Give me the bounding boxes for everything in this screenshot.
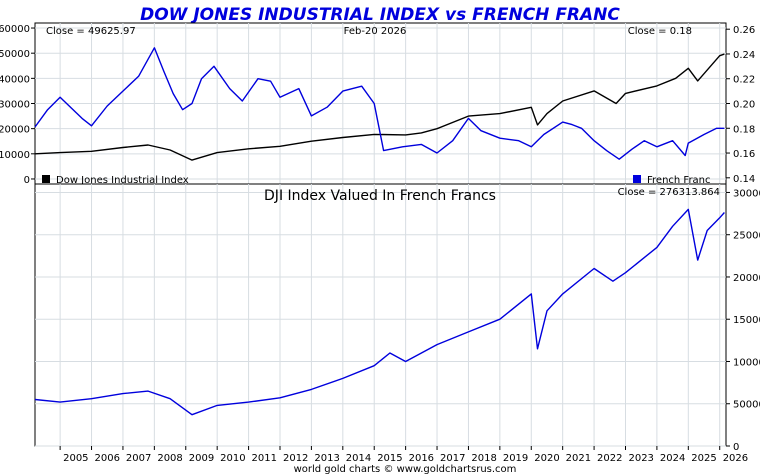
y-left-tick-label: 60000 bbox=[0, 24, 30, 35]
x-tick-label: 2026 bbox=[723, 453, 748, 464]
x-tick-label: 2015 bbox=[377, 453, 402, 464]
y-right-tick-label: 300000 bbox=[733, 188, 760, 199]
x-tick-label: 2005 bbox=[63, 453, 88, 464]
y-right-tick-label: 0.16 bbox=[733, 149, 755, 160]
x-tick-label: 2019 bbox=[503, 453, 528, 464]
x-axis: 2005 2006 2007 2008 2009 2010 2011 2012 2013 2014… bbox=[59, 446, 748, 464]
x-tick-label: 2023 bbox=[628, 453, 653, 464]
bottom-panel: 0 50000 100000 150000 200000 250000 300000 DJI… bbox=[34, 183, 760, 453]
x-tick-label: 2013 bbox=[314, 453, 339, 464]
close-dji-label: Close = 49625.97 bbox=[46, 26, 136, 37]
y-left-tick-label: 30000 bbox=[0, 100, 30, 111]
footer-credit: world gold charts © www.goldchartsrus.co… bbox=[294, 464, 517, 475]
close-dji-franc-label: Close = 276313.864 bbox=[618, 187, 720, 198]
y-right-tick-label: 0.18 bbox=[733, 124, 755, 135]
y-right-tick-label: 250000 bbox=[733, 231, 760, 242]
y-right-tick-label: 150000 bbox=[733, 315, 760, 326]
y-right-tick-label: 200000 bbox=[733, 273, 760, 284]
y-left-tick-label: 10000 bbox=[0, 150, 30, 161]
x-tick-label: 2024 bbox=[660, 453, 685, 464]
dji-series-line bbox=[34, 53, 725, 161]
legend-swatch-dji bbox=[42, 175, 50, 183]
x-tick-label: 2016 bbox=[409, 453, 434, 464]
legend-label-dji: Dow Jones Industrial Index bbox=[56, 175, 189, 186]
date-label: Feb-20 2026 bbox=[344, 26, 407, 37]
top-left-axis: 0 10000 20000 30000 40000 50000 60000 bbox=[0, 24, 35, 186]
y-right-tick-label: 0.24 bbox=[733, 50, 755, 61]
bottom-panel-frame bbox=[34, 183, 727, 447]
y-right-tick-label: 0.26 bbox=[733, 25, 755, 36]
top-grid bbox=[35, 23, 726, 184]
bottom-chart-title: DJI Index Valued In French Francs bbox=[264, 188, 496, 204]
y-right-tick-label: 50000 bbox=[733, 400, 760, 411]
x-tick-label: 2008 bbox=[157, 453, 182, 464]
y-right-tick-label: 0.20 bbox=[733, 100, 755, 111]
x-tick-label: 2012 bbox=[283, 453, 308, 464]
x-tick-label: 2022 bbox=[597, 453, 622, 464]
y-right-tick-label: 0 bbox=[733, 442, 739, 453]
chart-title: DOW JONES INDUSTRIAL INDEX vs FRENCH FRA… bbox=[140, 5, 620, 25]
y-left-tick-label: 40000 bbox=[0, 74, 30, 85]
x-tick-label: 2011 bbox=[252, 453, 277, 464]
bottom-right-axis: 0 50000 100000 150000 200000 250000 300000 bbox=[726, 188, 760, 453]
x-tick-label: 2017 bbox=[440, 453, 465, 464]
x-tick-label: 2009 bbox=[189, 453, 214, 464]
x-tick-label: 2018 bbox=[471, 453, 496, 464]
y-right-tick-label: 0.22 bbox=[733, 75, 755, 86]
y-left-tick-label: 50000 bbox=[0, 49, 30, 60]
x-tick-label: 2020 bbox=[534, 453, 559, 464]
bottom-series bbox=[34, 208, 725, 416]
legend-swatch-franc bbox=[633, 175, 641, 183]
legend-label-franc: French Franc bbox=[647, 175, 711, 186]
top-right-axis: 0.14 0.16 0.18 0.20 0.22 0.24 0.26 bbox=[726, 25, 755, 185]
x-tick-label: 2010 bbox=[220, 453, 245, 464]
x-tick-label: 2021 bbox=[566, 453, 591, 464]
dji-in-francs-series-line bbox=[34, 208, 725, 416]
x-tick-label: 2007 bbox=[126, 453, 151, 464]
x-tick-label: 2006 bbox=[95, 453, 120, 464]
close-franc-label: Close = 0.18 bbox=[628, 26, 692, 37]
y-left-tick-label: 0 bbox=[24, 175, 30, 186]
franc-series-line bbox=[34, 47, 725, 160]
top-panel: 0 10000 20000 30000 40000 50000 60000 0.14 0.16… bbox=[0, 22, 755, 186]
y-left-tick-label: 20000 bbox=[0, 125, 30, 136]
x-tick-label: 2014 bbox=[346, 453, 371, 464]
y-right-tick-label: 100000 bbox=[733, 357, 760, 368]
top-series bbox=[34, 47, 725, 161]
y-right-tick-label: 0.14 bbox=[733, 174, 755, 185]
x-tick-label: 2025 bbox=[691, 453, 716, 464]
